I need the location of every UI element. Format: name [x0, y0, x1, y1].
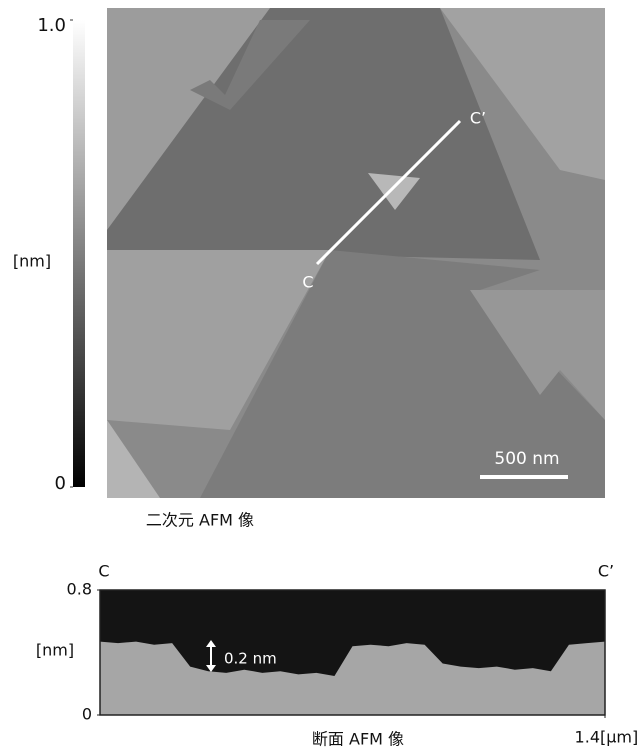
colorbar-tick-label: 1.0 — [37, 15, 66, 36]
annotation: 0.2 nm — [224, 650, 277, 668]
end-label: C’ — [598, 562, 614, 581]
afm-image — [107, 8, 605, 498]
caption: 断面 AFM 像 — [312, 730, 404, 749]
figure: C C’ 500 nm [nm] 二次元 AFM 像 C C’ [nm] 断面 … — [0, 0, 638, 751]
x-tick-label: 1.4 — [575, 728, 600, 747]
x-unit: [μm] — [600, 728, 638, 747]
colorbar-tick-label: 0 — [55, 473, 66, 494]
start-label: C — [98, 562, 109, 581]
y-axis-label: [nm] — [36, 641, 74, 660]
y-tick-label: 0 — [82, 705, 92, 724]
annotation: C’ — [470, 109, 486, 128]
annotation: C — [302, 273, 313, 292]
y-tick-label: 0.8 — [67, 580, 92, 599]
colorbar-label: [nm] — [13, 252, 51, 271]
colorbar — [73, 20, 85, 487]
scale-label: 500 nm — [494, 449, 559, 469]
caption: 二次元 AFM 像 — [146, 511, 254, 530]
